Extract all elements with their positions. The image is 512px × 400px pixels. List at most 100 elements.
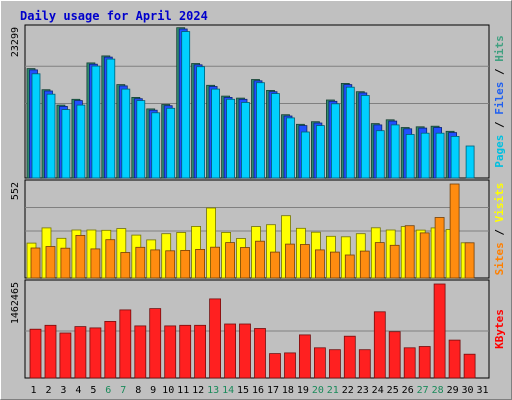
bar <box>360 95 370 179</box>
bar <box>284 352 296 379</box>
bar <box>91 65 101 179</box>
x-tick-label: 30 <box>461 385 473 396</box>
bar <box>314 249 325 279</box>
x-tick-label: 8 <box>135 385 141 396</box>
bar <box>134 325 147 379</box>
bar <box>299 244 310 279</box>
bar <box>463 353 476 379</box>
bar <box>119 309 132 379</box>
bar <box>256 82 265 179</box>
bar <box>89 327 102 379</box>
bar <box>389 244 400 279</box>
x-tick-label: 20 <box>312 385 324 396</box>
bar <box>151 112 161 179</box>
bar <box>285 243 295 279</box>
legend-part: Visits <box>493 183 506 223</box>
bar <box>448 339 461 379</box>
x-tick-label: 9 <box>150 385 156 396</box>
bar <box>226 98 236 179</box>
x-tick-label: 21 <box>327 385 339 396</box>
x-tick-label: 6 <box>105 385 111 396</box>
chart-title: Daily usage for April 2024 <box>20 9 208 23</box>
bar <box>330 103 340 179</box>
bar <box>329 251 340 279</box>
bar <box>196 66 206 179</box>
bar <box>254 328 266 379</box>
legend-part: / <box>493 115 506 135</box>
series-pages <box>31 31 475 179</box>
bar <box>211 88 221 179</box>
bar <box>195 248 206 279</box>
bar <box>164 325 177 379</box>
bar <box>390 124 400 179</box>
bar <box>105 239 116 279</box>
bar <box>225 242 236 279</box>
panel-hits: 23299 Pages / Files / Hits <box>10 24 506 179</box>
x-tick-label: 2 <box>45 385 51 396</box>
legend-part: Sites <box>493 242 506 275</box>
bar <box>359 250 370 279</box>
bar <box>45 246 56 279</box>
legend-part: Hits <box>493 35 506 62</box>
x-tick-label: 18 <box>282 385 294 396</box>
bar <box>449 183 460 279</box>
panel-kbytes: 1462465 KBytes <box>10 279 506 379</box>
bar <box>240 247 250 279</box>
x-tick-label: 22 <box>342 385 354 396</box>
bar <box>300 131 310 179</box>
bar <box>29 328 42 379</box>
panel-visits: 552 Sites / Visits <box>10 179 506 279</box>
bar <box>405 134 415 179</box>
x-tick-label: 29 <box>447 385 459 396</box>
bar <box>344 254 355 279</box>
legend-part: KBytes <box>493 309 506 349</box>
x-tick-label: 31 <box>476 385 488 396</box>
bar <box>209 298 222 379</box>
y-max-label: 23299 <box>10 27 21 57</box>
x-axis-labels: 1 2 3 4 5 6 7 8 9 10 11 12 13 14 15 16 17 18 19 20 21 22 23 24 2… <box>30 385 488 396</box>
bar <box>31 73 41 179</box>
bar <box>315 125 325 179</box>
bar <box>181 31 191 179</box>
bar <box>328 349 341 379</box>
bar <box>345 86 355 179</box>
bar <box>343 335 356 379</box>
x-tick-label: 25 <box>387 385 399 396</box>
bar <box>179 324 192 379</box>
x-tick-label: 11 <box>177 385 189 396</box>
bar <box>434 217 445 279</box>
x-tick-label: 27 <box>417 385 429 396</box>
x-tick-label: 13 <box>207 385 219 396</box>
y-max-label: 1462465 <box>10 282 21 324</box>
series-legend: Pages / Files / Hits <box>493 35 506 168</box>
bar <box>60 247 71 279</box>
x-tick-label: 16 <box>252 385 264 396</box>
legend-part: Pages <box>493 135 506 168</box>
x-tick-label: 14 <box>222 385 234 396</box>
bar <box>74 326 87 379</box>
bar <box>44 324 57 379</box>
x-tick-label: 7 <box>120 385 126 396</box>
bar <box>150 249 161 279</box>
bar <box>286 117 295 179</box>
bar <box>90 248 101 279</box>
bar <box>194 324 207 379</box>
bar <box>166 107 176 179</box>
bar <box>104 320 117 379</box>
legend-part: Files <box>493 82 506 115</box>
bar <box>271 93 280 179</box>
x-tick-label: 10 <box>162 385 174 396</box>
bar <box>180 249 191 279</box>
bar <box>465 145 475 179</box>
bar <box>106 58 116 179</box>
bar <box>269 353 281 379</box>
bar <box>241 102 250 179</box>
bar <box>135 246 146 279</box>
bar <box>404 225 415 279</box>
bar <box>450 135 460 179</box>
x-tick-label: 3 <box>60 385 66 396</box>
x-tick-label: 23 <box>357 385 369 396</box>
bar <box>149 308 162 379</box>
